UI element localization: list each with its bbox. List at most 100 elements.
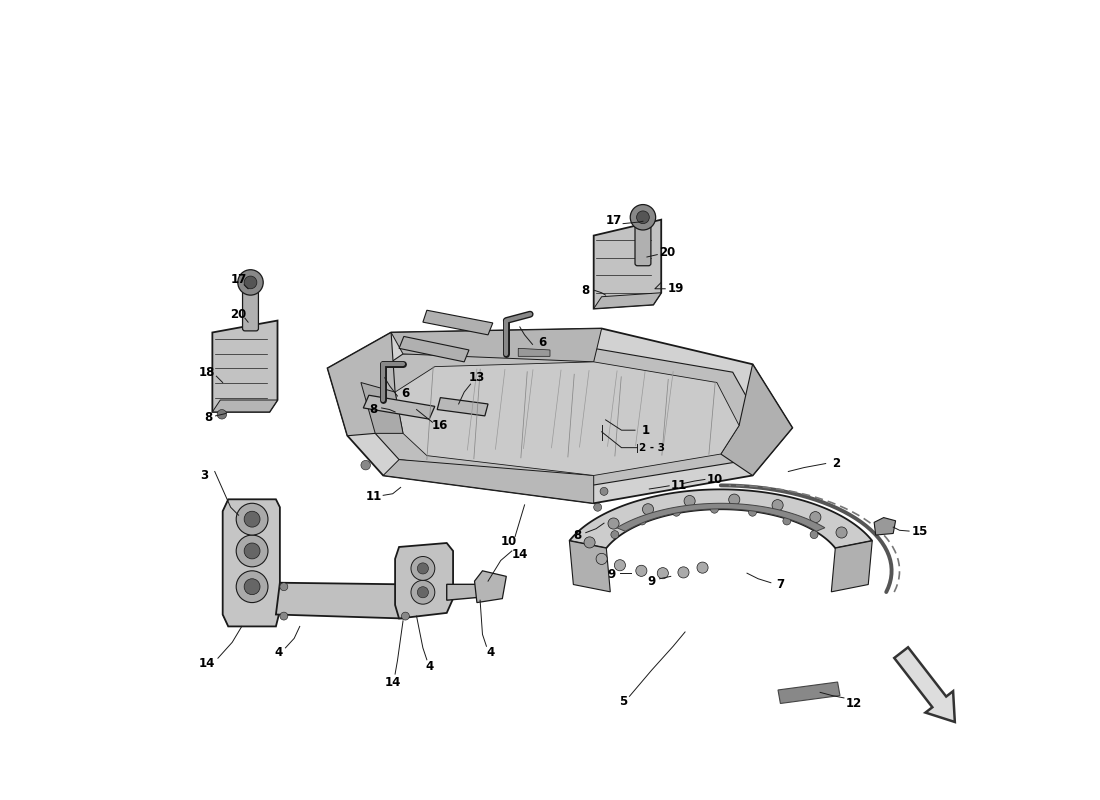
Text: 17: 17: [605, 214, 621, 227]
Circle shape: [711, 506, 718, 514]
Circle shape: [361, 460, 371, 470]
Polygon shape: [518, 348, 550, 356]
Polygon shape: [617, 503, 825, 531]
Polygon shape: [392, 329, 602, 362]
Text: 10: 10: [707, 473, 724, 486]
Text: 16: 16: [432, 419, 449, 432]
Circle shape: [783, 517, 791, 525]
Text: 15: 15: [911, 525, 927, 538]
Text: 6: 6: [402, 387, 409, 400]
Circle shape: [594, 503, 602, 511]
Polygon shape: [328, 333, 395, 436]
Circle shape: [411, 580, 434, 604]
Polygon shape: [222, 499, 279, 626]
Text: 8: 8: [582, 284, 590, 297]
Text: 8: 8: [370, 403, 377, 416]
Text: 19: 19: [668, 282, 684, 295]
Circle shape: [584, 537, 595, 548]
Text: 6: 6: [538, 336, 547, 350]
Circle shape: [601, 487, 608, 495]
Text: 4: 4: [425, 660, 433, 673]
Polygon shape: [437, 398, 488, 416]
Circle shape: [279, 582, 288, 590]
Circle shape: [217, 410, 227, 419]
Circle shape: [630, 205, 656, 230]
Text: 13: 13: [469, 371, 485, 384]
Polygon shape: [570, 490, 872, 548]
Circle shape: [836, 527, 847, 538]
Circle shape: [638, 517, 646, 525]
Polygon shape: [422, 310, 493, 335]
Polygon shape: [395, 543, 453, 618]
Circle shape: [684, 495, 695, 506]
FancyBboxPatch shape: [243, 290, 258, 331]
Polygon shape: [276, 582, 407, 618]
Circle shape: [244, 276, 257, 289]
Text: 2 - 3: 2 - 3: [639, 442, 664, 453]
Text: 18: 18: [199, 366, 214, 378]
Text: 1: 1: [641, 424, 649, 437]
Circle shape: [748, 508, 757, 516]
Circle shape: [608, 518, 619, 529]
Circle shape: [596, 554, 607, 565]
Text: 11: 11: [365, 490, 382, 503]
Circle shape: [678, 567, 689, 578]
Circle shape: [236, 571, 268, 602]
Circle shape: [636, 566, 647, 576]
Circle shape: [238, 270, 263, 295]
Polygon shape: [395, 362, 739, 475]
Polygon shape: [570, 541, 611, 592]
Polygon shape: [383, 459, 594, 503]
Text: 4: 4: [486, 646, 495, 659]
Text: 8: 8: [574, 529, 582, 542]
Text: 7: 7: [777, 578, 784, 591]
FancyArrow shape: [894, 647, 955, 722]
Text: 10: 10: [500, 535, 517, 548]
Circle shape: [402, 612, 409, 620]
Text: 8: 8: [205, 411, 212, 424]
FancyBboxPatch shape: [635, 226, 651, 266]
Text: 11: 11: [671, 479, 686, 492]
Circle shape: [417, 586, 429, 598]
Circle shape: [244, 511, 260, 527]
Circle shape: [411, 557, 434, 580]
Polygon shape: [474, 571, 506, 602]
Text: 14: 14: [199, 658, 214, 670]
Text: 9: 9: [648, 574, 656, 588]
Polygon shape: [399, 337, 469, 362]
Polygon shape: [594, 220, 661, 309]
Circle shape: [236, 535, 268, 567]
Polygon shape: [363, 395, 434, 419]
Circle shape: [637, 211, 649, 224]
Polygon shape: [778, 682, 840, 703]
Circle shape: [279, 612, 288, 620]
Text: 14: 14: [385, 675, 400, 689]
Text: 9: 9: [608, 568, 616, 582]
Polygon shape: [212, 321, 277, 412]
Text: 14: 14: [512, 549, 528, 562]
Text: 2: 2: [832, 457, 840, 470]
Polygon shape: [720, 364, 792, 475]
Polygon shape: [594, 293, 661, 309]
Polygon shape: [874, 518, 895, 535]
Circle shape: [810, 530, 818, 538]
Circle shape: [417, 563, 429, 574]
Polygon shape: [447, 584, 485, 600]
Polygon shape: [832, 541, 872, 592]
Circle shape: [642, 504, 653, 515]
Text: 5: 5: [619, 695, 627, 708]
Circle shape: [772, 500, 783, 510]
Polygon shape: [222, 499, 229, 626]
Circle shape: [614, 560, 626, 571]
Circle shape: [236, 503, 268, 535]
Circle shape: [244, 543, 260, 559]
Circle shape: [244, 578, 260, 594]
Circle shape: [610, 530, 619, 538]
Text: 17: 17: [231, 273, 246, 286]
Text: 4: 4: [274, 646, 283, 659]
Text: 20: 20: [231, 308, 246, 321]
Circle shape: [728, 494, 740, 505]
Circle shape: [672, 508, 681, 516]
Text: 20: 20: [660, 246, 675, 258]
Text: 3: 3: [200, 469, 209, 482]
